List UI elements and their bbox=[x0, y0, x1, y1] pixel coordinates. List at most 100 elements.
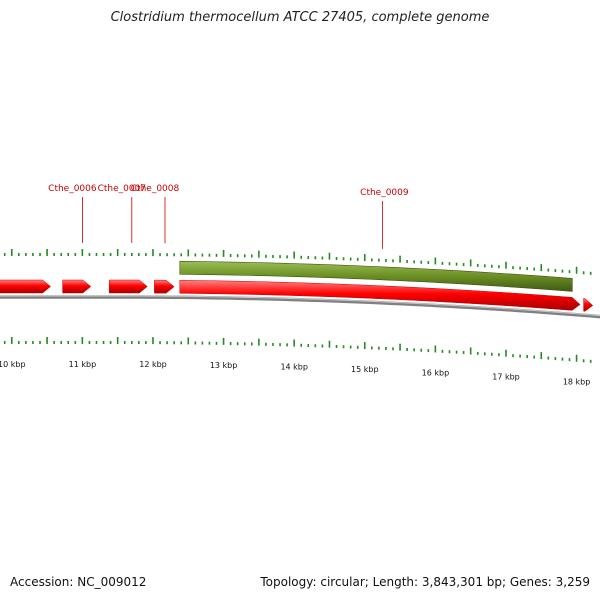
lower-tick bbox=[166, 341, 168, 345]
lower-tick bbox=[561, 357, 564, 361]
upper-tick bbox=[194, 253, 197, 257]
lower-tick bbox=[540, 352, 543, 360]
lower-tick bbox=[406, 348, 408, 352]
gene-label: Cthe_0006 bbox=[48, 184, 97, 194]
upper-tick bbox=[229, 254, 232, 258]
accession-text: Accession: NC_009012 bbox=[10, 575, 147, 589]
upper-tick bbox=[222, 249, 225, 257]
upper-tick bbox=[526, 267, 528, 271]
upper-tick bbox=[279, 255, 281, 259]
lower-tick bbox=[448, 350, 451, 354]
forward-gene-arrow bbox=[179, 280, 581, 311]
lower-tick bbox=[215, 341, 218, 345]
lower-tick bbox=[258, 338, 260, 346]
scale-label: 15 kbp bbox=[351, 365, 379, 374]
genome-backbone bbox=[0, 295, 600, 319]
lower-tick bbox=[32, 341, 34, 344]
lower-tick bbox=[279, 343, 281, 347]
lower-tick bbox=[251, 342, 253, 346]
upper-tick bbox=[173, 253, 175, 257]
upper-tick bbox=[476, 263, 479, 267]
upper-tick bbox=[39, 253, 41, 256]
upper-tick bbox=[109, 253, 112, 256]
upper-tick bbox=[208, 253, 211, 257]
upper-tick bbox=[314, 256, 317, 260]
upper-tick bbox=[406, 260, 408, 264]
upper-tick bbox=[251, 254, 253, 258]
lower-tick bbox=[293, 339, 295, 347]
lower-tick bbox=[505, 349, 507, 357]
upper-tick bbox=[399, 255, 401, 263]
lower-tick bbox=[582, 359, 585, 363]
lower-tick bbox=[123, 341, 126, 344]
upper-tick bbox=[505, 261, 507, 269]
upper-tick bbox=[321, 256, 324, 260]
upper-tick bbox=[462, 263, 465, 267]
upper-tick bbox=[328, 252, 331, 260]
forward-gene-arrow bbox=[108, 279, 148, 294]
gene-label: Cthe_0008 bbox=[131, 184, 180, 194]
lower-tick bbox=[462, 351, 465, 355]
lower-tick bbox=[483, 352, 486, 356]
upper-tick bbox=[335, 256, 338, 260]
gene-label: Cthe_0009 bbox=[360, 188, 409, 198]
lower-tick bbox=[187, 337, 190, 345]
lower-tick bbox=[519, 354, 521, 358]
upper-tick bbox=[95, 253, 98, 256]
lower-tick bbox=[265, 342, 267, 346]
lower-tick bbox=[10, 337, 13, 344]
upper-tick bbox=[152, 249, 154, 257]
upper-tick bbox=[180, 253, 183, 257]
scale-label: 11 kbp bbox=[69, 360, 97, 369]
lower-tick bbox=[356, 345, 359, 349]
lower-tick bbox=[498, 353, 500, 357]
upper-tick bbox=[187, 249, 190, 257]
upper-tick bbox=[102, 253, 105, 256]
upper-tick bbox=[441, 261, 444, 265]
lower-tick bbox=[349, 345, 352, 349]
lower-tick bbox=[547, 356, 550, 360]
lower-tick bbox=[194, 341, 197, 345]
upper-tick bbox=[46, 249, 48, 256]
upper-tick bbox=[272, 254, 274, 258]
upper-tick bbox=[215, 253, 218, 257]
lower-tick bbox=[95, 341, 98, 344]
scale-label: 16 kbp bbox=[422, 369, 450, 378]
lower-tick bbox=[427, 349, 430, 353]
upper-tick bbox=[547, 268, 550, 272]
scale-label: 14 kbp bbox=[280, 363, 308, 372]
lower-tick bbox=[378, 346, 380, 350]
lower-tick bbox=[222, 337, 225, 345]
upper-tick bbox=[53, 253, 55, 256]
scale-label: 10 kbp bbox=[0, 360, 26, 369]
upper-tick bbox=[60, 253, 62, 256]
upper-tick bbox=[88, 253, 91, 256]
scale-label: 12 kbp bbox=[139, 360, 167, 369]
lower-tick bbox=[420, 348, 423, 352]
upper-tick bbox=[307, 256, 310, 260]
upper-tick bbox=[258, 250, 260, 258]
upper-tick bbox=[166, 253, 168, 257]
lower-tick bbox=[236, 342, 239, 346]
upper-tick bbox=[123, 253, 126, 256]
lower-tick bbox=[363, 342, 366, 350]
lower-tick bbox=[159, 341, 161, 345]
upper-tick bbox=[519, 266, 521, 270]
upper-tick bbox=[74, 253, 77, 256]
lower-tick bbox=[25, 341, 27, 344]
upper-tick bbox=[286, 255, 288, 259]
lower-tick bbox=[145, 341, 147, 345]
genome-summary-text: Topology: circular; Length: 3,843,301 bp… bbox=[260, 575, 590, 589]
upper-tick bbox=[363, 254, 366, 262]
upper-tick bbox=[448, 262, 451, 266]
upper-tick bbox=[18, 253, 20, 256]
lower-tick bbox=[138, 341, 140, 345]
lower-tick bbox=[491, 352, 493, 356]
upper-tick bbox=[554, 269, 557, 273]
upper-tick bbox=[434, 257, 437, 265]
genome-title: Clostridium thermocellum ATCC 27405, com… bbox=[110, 10, 490, 25]
upper-tick bbox=[342, 257, 345, 261]
upper-tick bbox=[455, 262, 458, 266]
lower-tick bbox=[589, 359, 592, 363]
